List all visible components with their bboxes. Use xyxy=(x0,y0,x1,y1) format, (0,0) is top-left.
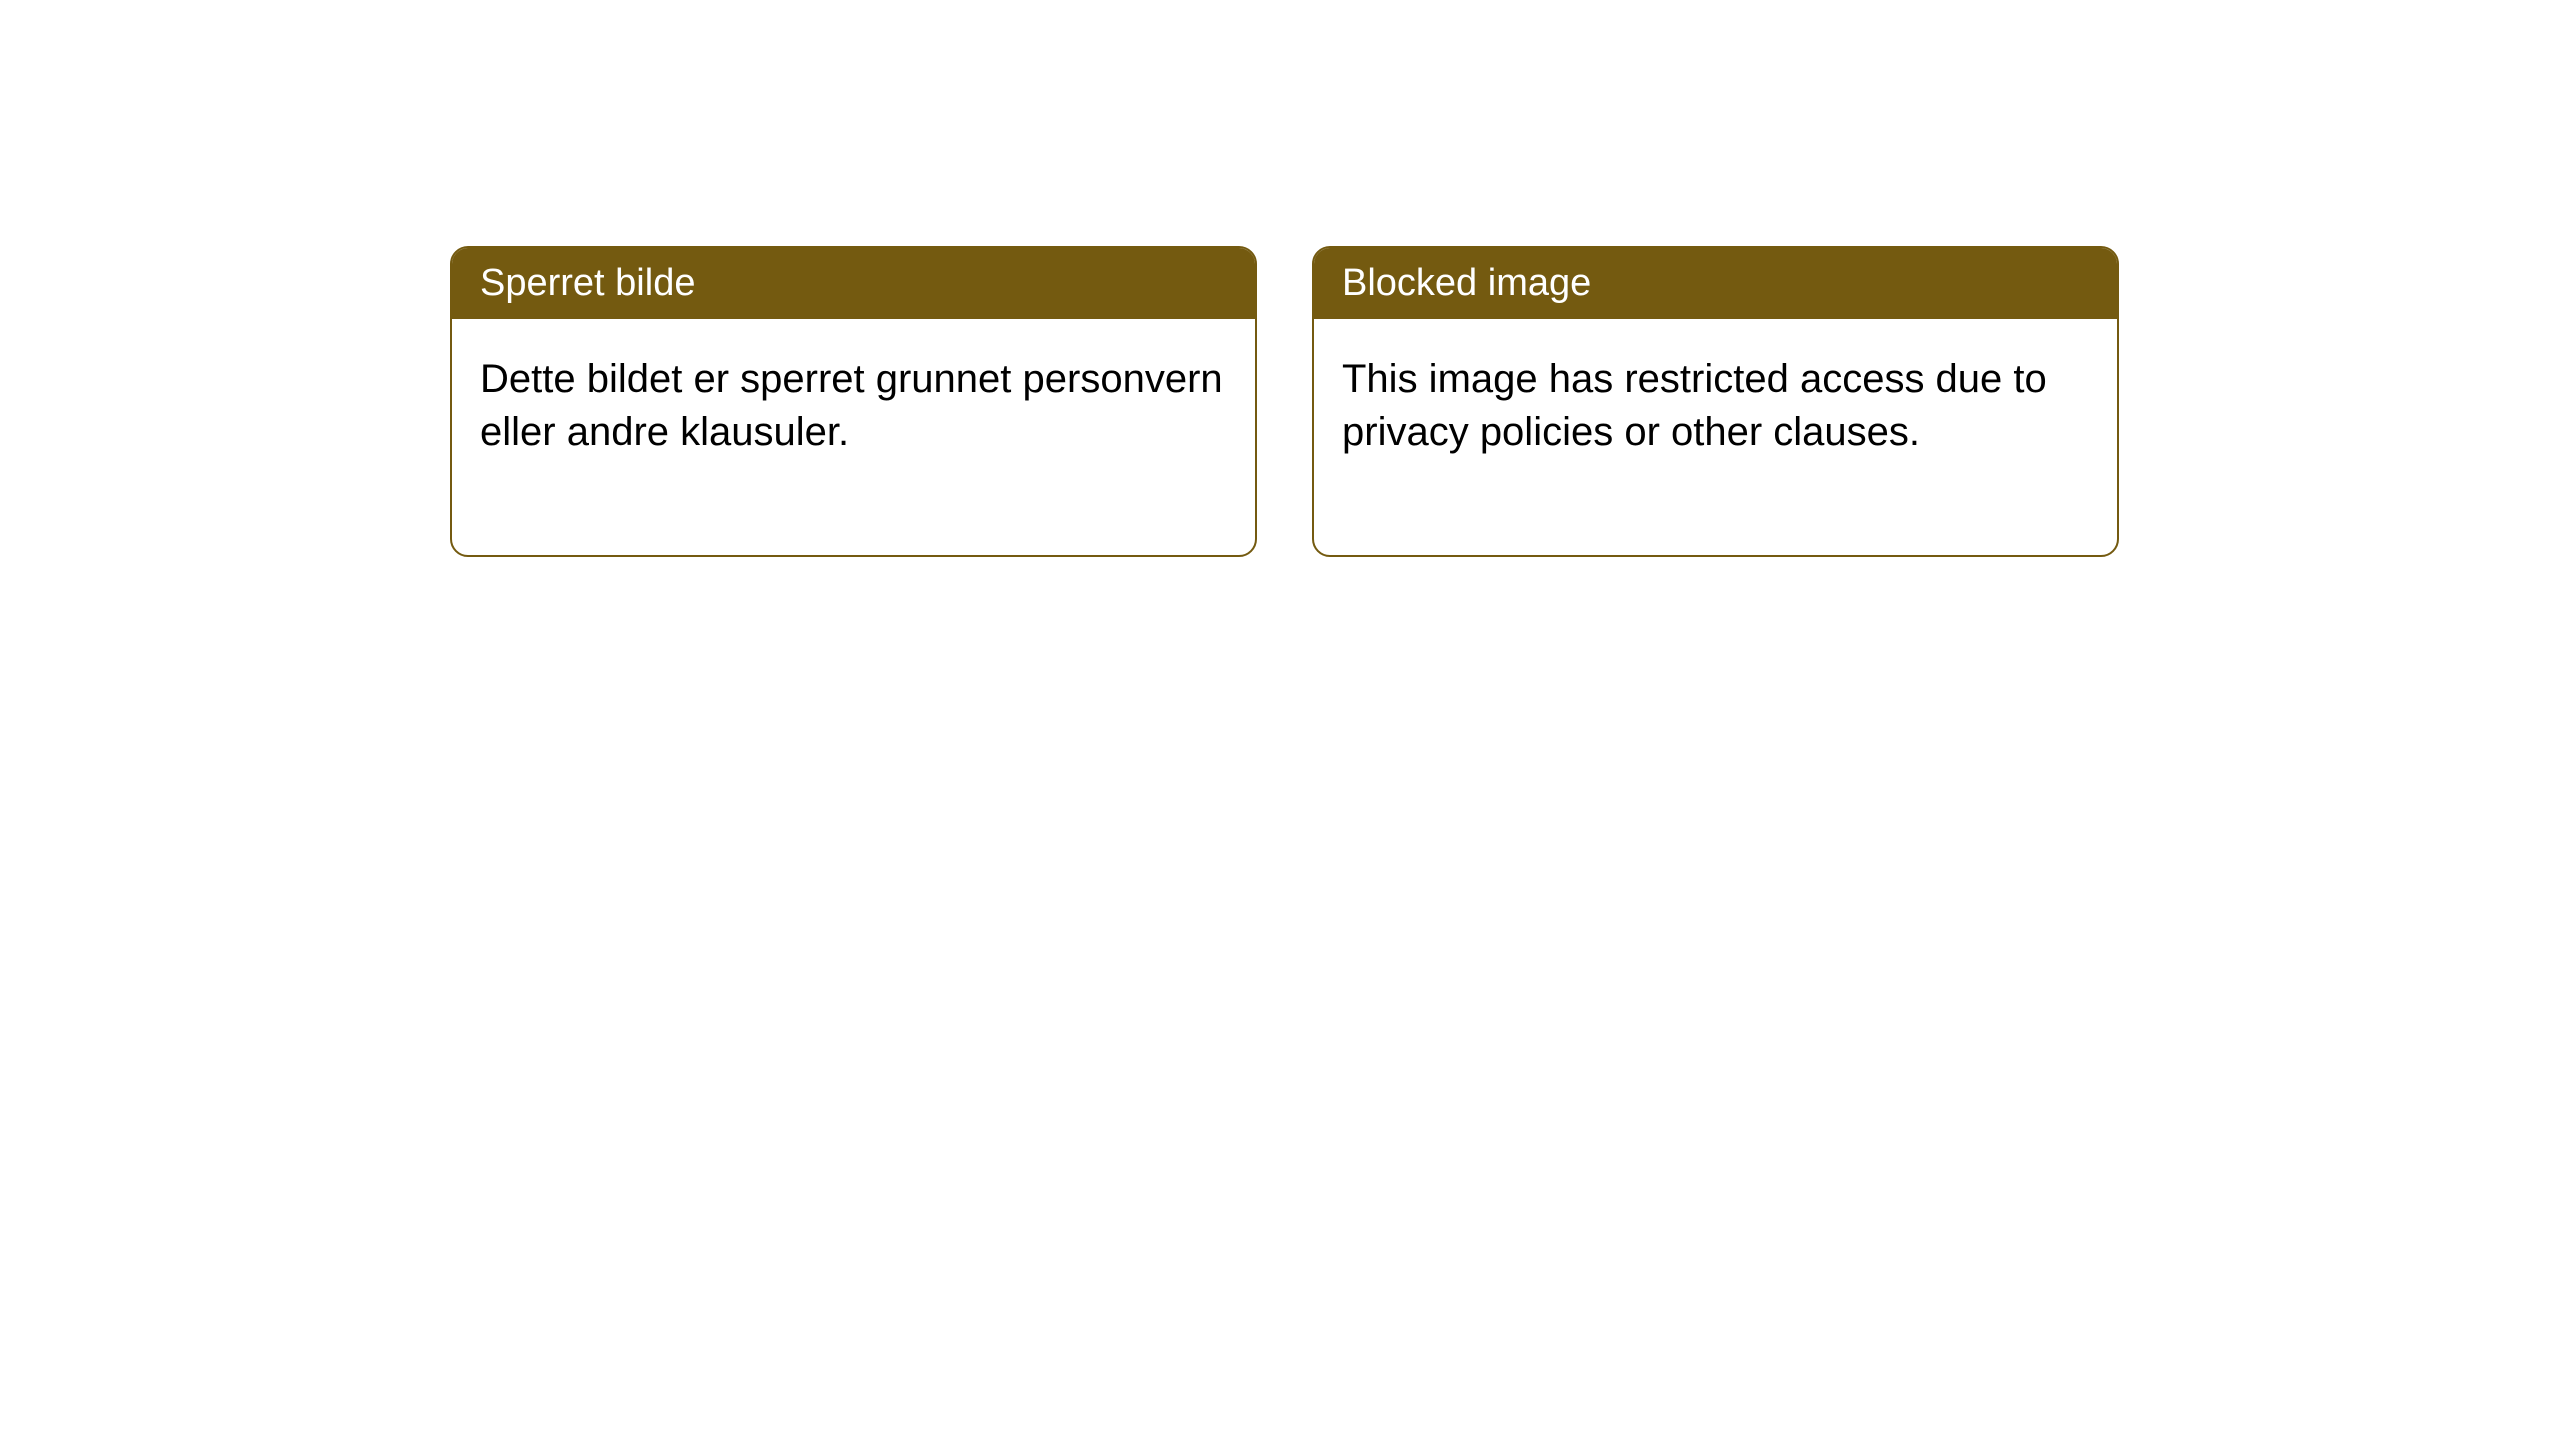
notice-card-title: Blocked image xyxy=(1314,248,2117,319)
notice-container: Sperret bilde Dette bildet er sperret gr… xyxy=(0,0,2560,557)
notice-card-title: Sperret bilde xyxy=(452,248,1255,319)
notice-card-no: Sperret bilde Dette bildet er sperret gr… xyxy=(450,246,1257,557)
notice-card-en: Blocked image This image has restricted … xyxy=(1312,246,2119,557)
notice-card-body: Dette bildet er sperret grunnet personve… xyxy=(452,319,1255,555)
notice-card-body: This image has restricted access due to … xyxy=(1314,319,2117,555)
